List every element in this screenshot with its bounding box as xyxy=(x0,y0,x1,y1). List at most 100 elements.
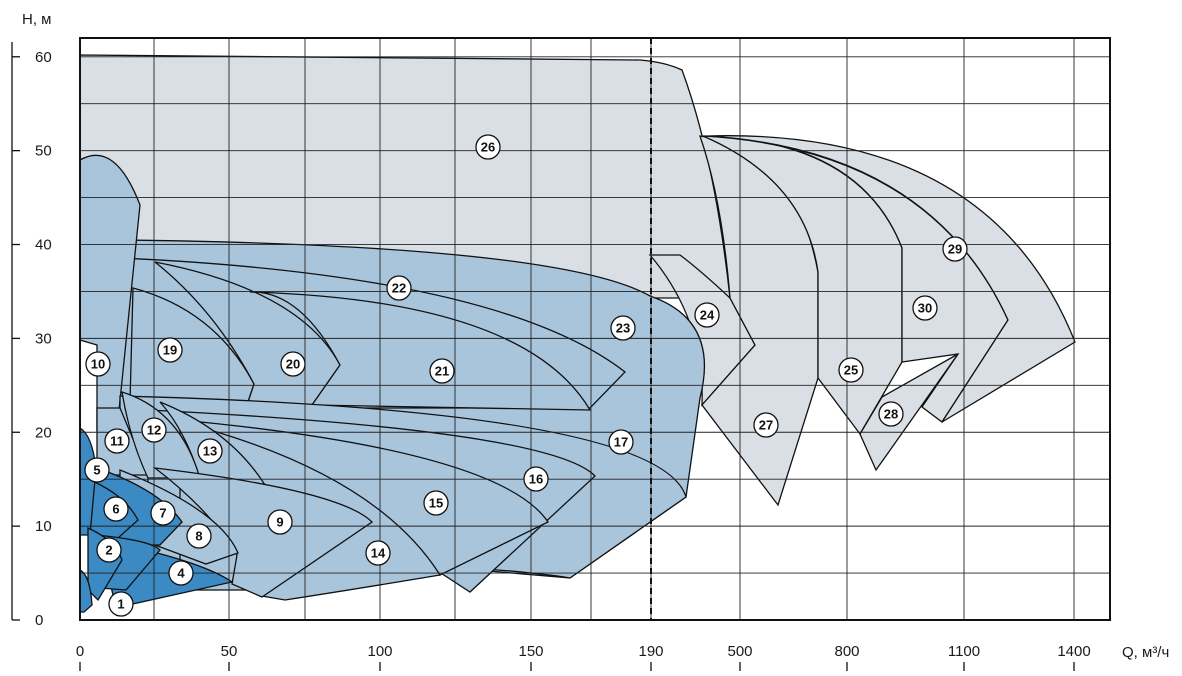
zone-9-label: 9 xyxy=(267,509,293,535)
x-ticks: 0 50 100 150 190 500 800 1100 1400 xyxy=(76,643,1091,671)
x-axis: Q, м³/ч xyxy=(1122,644,1169,661)
zone-30-label: 30 xyxy=(912,295,938,321)
x-tick-label: 1400 xyxy=(1057,643,1090,660)
zone-label-number: 17 xyxy=(614,435,628,450)
zone-label-circle xyxy=(103,496,129,522)
zone-label-number: 24 xyxy=(700,308,715,323)
zone-label-circle xyxy=(523,466,549,492)
y-tick-label: 30 xyxy=(35,330,52,347)
zone-20-label: 20 xyxy=(280,351,306,377)
zone-1-area xyxy=(79,568,93,613)
zone-13-label: 13 xyxy=(197,438,223,464)
x-tick-label: 100 xyxy=(367,643,392,660)
x-axis-title: Q, м³/ч xyxy=(1122,644,1169,661)
zone-label-number: 19 xyxy=(163,343,177,358)
zone-label-circle xyxy=(197,438,223,464)
y-axis-title: Н, м xyxy=(22,11,51,28)
y-tick-label: 20 xyxy=(35,424,52,441)
zone-label-circle xyxy=(84,457,110,483)
zone-label-circle xyxy=(838,357,864,383)
y-ticks: 0 10 20 30 40 50 60 xyxy=(12,49,52,629)
zone-19-label: 19 xyxy=(157,337,183,363)
zone-label-number: 14 xyxy=(371,546,386,561)
zone-label-number: 15 xyxy=(429,496,443,511)
zone-label-number: 4 xyxy=(177,566,185,581)
zone-label-number: 25 xyxy=(844,363,858,378)
zone-label-circle xyxy=(96,537,122,563)
zone-24-label: 24 xyxy=(694,302,720,328)
zone-label-circle xyxy=(386,275,412,301)
zone-11-label: 11 xyxy=(104,428,130,454)
zone-label-number: 9 xyxy=(276,515,283,530)
zone-16-label: 16 xyxy=(523,466,549,492)
y-tick-label: 50 xyxy=(35,143,52,160)
y-tick-label: 0 xyxy=(35,612,43,629)
x-tick-label: 50 xyxy=(221,643,238,660)
zone-15-label: 15 xyxy=(423,490,449,516)
x-tick-label: 150 xyxy=(518,643,543,660)
zone-label-circle xyxy=(186,523,212,549)
zone-22-label: 22 xyxy=(386,275,412,301)
zone-28-label: 28 xyxy=(878,401,904,427)
x-tick-label: 1100 xyxy=(948,643,980,660)
zone-label-number: 22 xyxy=(392,281,406,296)
zone-23-label: 23 xyxy=(610,315,636,341)
zone-label-circle xyxy=(429,358,455,384)
zone-label-circle xyxy=(280,351,306,377)
zone-label-number: 11 xyxy=(110,434,124,449)
zone-25-label: 25 xyxy=(838,357,864,383)
zone-label-circle xyxy=(423,490,449,516)
zone-2-label: 2 xyxy=(96,537,122,563)
zone-label-circle xyxy=(150,500,176,526)
zone-26-area xyxy=(79,54,731,299)
zone-10-label: 10 xyxy=(85,351,111,377)
zone-label-number: 5 xyxy=(93,463,100,478)
zone-label-circle xyxy=(475,134,501,160)
zone-label-number: 27 xyxy=(759,418,773,433)
zone-28-area xyxy=(859,353,959,472)
y-tick-label: 40 xyxy=(35,237,52,254)
zone-9-area xyxy=(152,467,374,598)
zone-label-number: 1 xyxy=(117,597,124,612)
zone-label-number: 29 xyxy=(948,242,962,257)
zone-label-number: 21 xyxy=(435,364,449,379)
zone-5-label: 5 xyxy=(84,457,110,483)
zone-label-circle xyxy=(365,540,391,566)
zone-label-circle xyxy=(694,302,720,328)
zone-5-area xyxy=(79,426,97,536)
zone-6-label: 6 xyxy=(103,496,129,522)
zone-27-label: 27 xyxy=(753,412,779,438)
zone-label-circle xyxy=(608,429,634,455)
zone-17-label: 17 xyxy=(608,429,634,455)
zone-label-number: 7 xyxy=(159,506,166,521)
zone-label-circle xyxy=(267,509,293,535)
zone-label-circle xyxy=(912,295,938,321)
zone-label-circle xyxy=(157,337,183,363)
zone-label-circle xyxy=(85,351,111,377)
zone-label-number: 26 xyxy=(481,140,495,155)
y-tick-label: 10 xyxy=(35,518,52,535)
zone-label-number: 8 xyxy=(195,529,202,544)
zone-8-label: 8 xyxy=(186,523,212,549)
y-tick-label: 60 xyxy=(35,49,52,66)
zone-label-circle xyxy=(104,428,130,454)
x-tick-label: 0 xyxy=(76,643,84,660)
zone-7-label: 7 xyxy=(150,500,176,526)
x-tick-label: 190 xyxy=(638,643,663,660)
zone-26-label: 26 xyxy=(475,134,501,160)
zone-label-number: 13 xyxy=(203,444,217,459)
zone-label-number: 10 xyxy=(91,357,105,372)
zone-label-circle xyxy=(168,560,194,586)
zone-label-number: 23 xyxy=(616,321,630,336)
zone-label-number: 6 xyxy=(112,502,119,517)
zone-4-label: 4 xyxy=(168,560,194,586)
zone-label-circle xyxy=(942,236,968,262)
zone-label-number: 28 xyxy=(884,407,898,422)
zone-14-label: 14 xyxy=(365,540,391,566)
zone-1-label: 1 xyxy=(108,591,134,617)
y-axis: Н, м xyxy=(11,11,51,620)
x-tick-label: 500 xyxy=(727,643,752,660)
